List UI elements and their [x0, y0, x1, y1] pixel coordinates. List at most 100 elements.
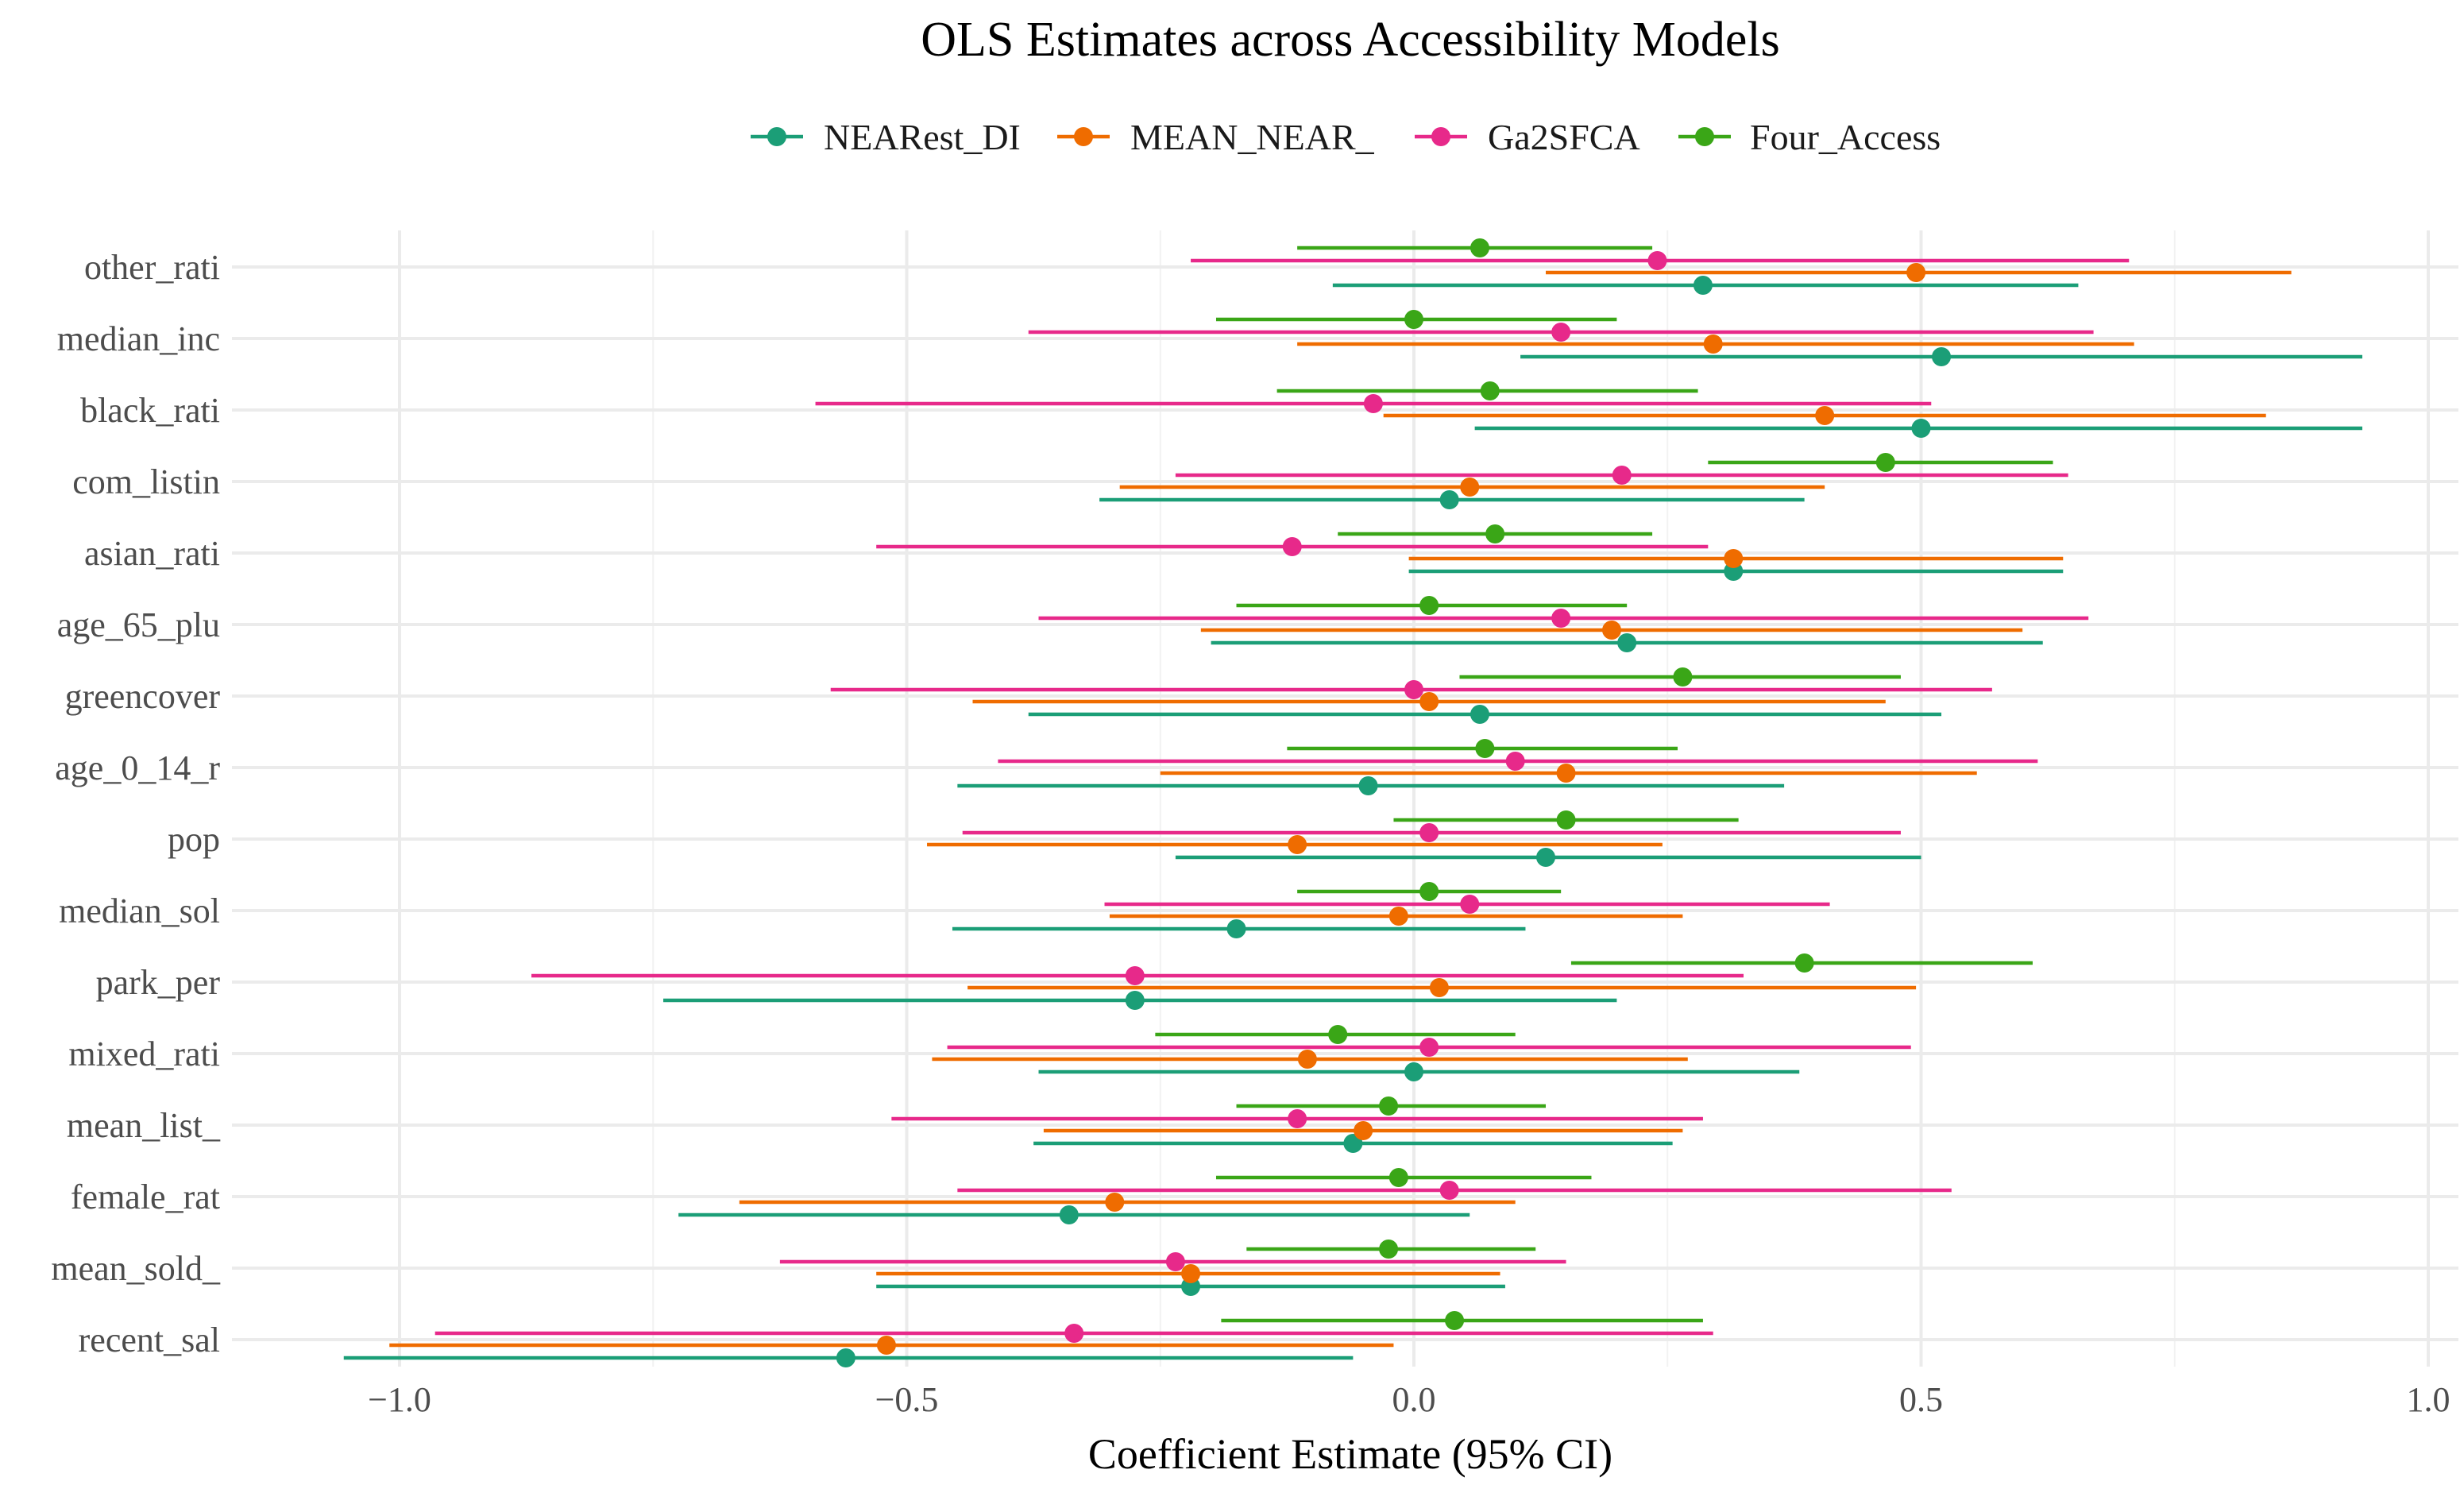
estimate-point	[1703, 335, 1723, 354]
series-MEAN_NEAR_	[389, 263, 2292, 1355]
estimate-point	[1505, 752, 1525, 771]
estimate-point	[1429, 978, 1449, 997]
legend-item: Four_Access	[1678, 117, 1941, 157]
estimate-point	[1165, 1252, 1185, 1271]
legend-label: MEAN_NEAR_	[1130, 117, 1375, 157]
legend-label: Ga2SFCA	[1488, 117, 1640, 157]
estimate-point	[1419, 882, 1439, 901]
legend-key-point	[1074, 127, 1093, 146]
x-axis: −1.0 −0.5 0.0 0.5 1.0	[368, 1380, 2450, 1419]
estimate-point	[1388, 1168, 1408, 1187]
estimate-point	[1724, 549, 1744, 568]
y-tick-label: park_per	[96, 963, 221, 1002]
estimate-point	[1536, 848, 1556, 867]
estimate-point	[1388, 907, 1408, 926]
estimate-point	[1419, 823, 1439, 842]
legend-label: NEARest_DI	[824, 117, 1021, 157]
x-tick-label: −0.5	[875, 1380, 939, 1419]
estimate-point	[1475, 739, 1495, 758]
estimate-point	[1460, 478, 1480, 497]
estimate-point	[1602, 621, 1622, 640]
legend: NEARest_DI MEAN_NEAR_ Ga2SFCA Four_Access	[751, 117, 1941, 157]
legend-item: Ga2SFCA	[1415, 117, 1640, 157]
y-tick-label: age_0_14_r	[55, 748, 220, 787]
estimate-point	[1612, 466, 1632, 485]
x-tick-label: −1.0	[368, 1380, 431, 1419]
estimate-point	[1379, 1240, 1399, 1259]
x-axis-label: Coefficient Estimate (95% CI)	[1088, 1430, 1612, 1478]
chart-title: OLS Estimates across Accessibility Model…	[921, 13, 1779, 67]
series-Ga2SFCA	[434, 251, 2130, 1343]
estimate-point	[1059, 1205, 1079, 1224]
estimate-point	[1226, 919, 1246, 938]
estimate-point	[1470, 705, 1490, 724]
estimate-point	[1404, 310, 1423, 329]
estimate-point	[1875, 453, 1895, 472]
legend-key-point	[767, 127, 786, 146]
y-tick-label: recent_sal	[79, 1321, 220, 1359]
y-tick-label: mean_sold_	[51, 1249, 221, 1288]
y-axis: other_rati median_inc black_rati com_listin…	[51, 248, 221, 1359]
legend-item: MEAN_NEAR_	[1057, 117, 1375, 157]
y-tick-label: asian_rati	[84, 534, 220, 573]
estimate-point	[1551, 323, 1571, 342]
legend-label: Four_Access	[1750, 117, 1941, 157]
estimate-point	[1815, 406, 1835, 425]
estimate-point	[1551, 609, 1571, 628]
y-tick-label: pop	[168, 820, 220, 859]
estimate-point	[1906, 263, 1926, 282]
series-marks	[343, 238, 2362, 1367]
estimate-point	[1617, 633, 1637, 652]
estimate-point	[1404, 1062, 1423, 1081]
gridlines	[232, 230, 2458, 1367]
estimate-point	[1288, 1109, 1307, 1128]
estimate-point	[1125, 991, 1145, 1010]
estimate-point	[1363, 394, 1383, 413]
estimate-point	[1673, 667, 1693, 686]
y-tick-label: greencover	[65, 677, 221, 716]
estimate-point	[1439, 1181, 1459, 1200]
x-tick-label: 0.0	[1392, 1380, 1436, 1419]
estimate-point	[1328, 1025, 1348, 1044]
estimate-point	[1125, 966, 1145, 985]
estimate-point	[1358, 776, 1378, 795]
estimate-point	[1181, 1264, 1201, 1283]
estimate-point	[1794, 953, 1814, 973]
estimate-point	[1445, 1311, 1465, 1330]
y-tick-label: mixed_rati	[68, 1035, 220, 1073]
y-tick-label: mean_list_	[67, 1106, 221, 1145]
y-tick-label: black_rati	[80, 391, 220, 430]
estimate-point	[1556, 810, 1576, 830]
estimate-point	[1470, 238, 1490, 257]
y-tick-label: age_65_plu	[57, 605, 220, 644]
legend-key-point	[1431, 127, 1450, 146]
estimate-point	[1485, 524, 1505, 543]
series-Four_Access	[1155, 238, 2053, 1330]
series-NEARest_DI	[343, 276, 2362, 1367]
legend-item: NEARest_DI	[751, 117, 1021, 157]
estimate-point	[1480, 381, 1500, 400]
estimate-point	[1693, 276, 1713, 295]
estimate-point	[1354, 1121, 1373, 1140]
y-tick-label: com_listin	[72, 462, 220, 501]
estimate-point	[1556, 764, 1576, 783]
estimate-point	[1288, 835, 1307, 854]
estimate-point	[1343, 1134, 1363, 1153]
estimate-point	[1282, 537, 1302, 556]
estimate-point	[1404, 680, 1423, 699]
y-tick-label: median_sol	[59, 891, 220, 930]
x-tick-label: 1.0	[2407, 1380, 2450, 1419]
estimate-point	[1911, 419, 1931, 438]
estimate-point	[1379, 1096, 1399, 1116]
estimate-point	[1647, 251, 1667, 270]
estimate-point	[1297, 1050, 1317, 1069]
legend-key-point	[1695, 127, 1714, 146]
estimate-point	[1105, 1193, 1125, 1212]
y-tick-label: other_rati	[84, 248, 220, 287]
estimate-point	[836, 1348, 855, 1367]
y-tick-label: median_inc	[57, 319, 220, 358]
estimate-point	[1460, 895, 1480, 914]
estimate-point	[1932, 347, 1952, 366]
